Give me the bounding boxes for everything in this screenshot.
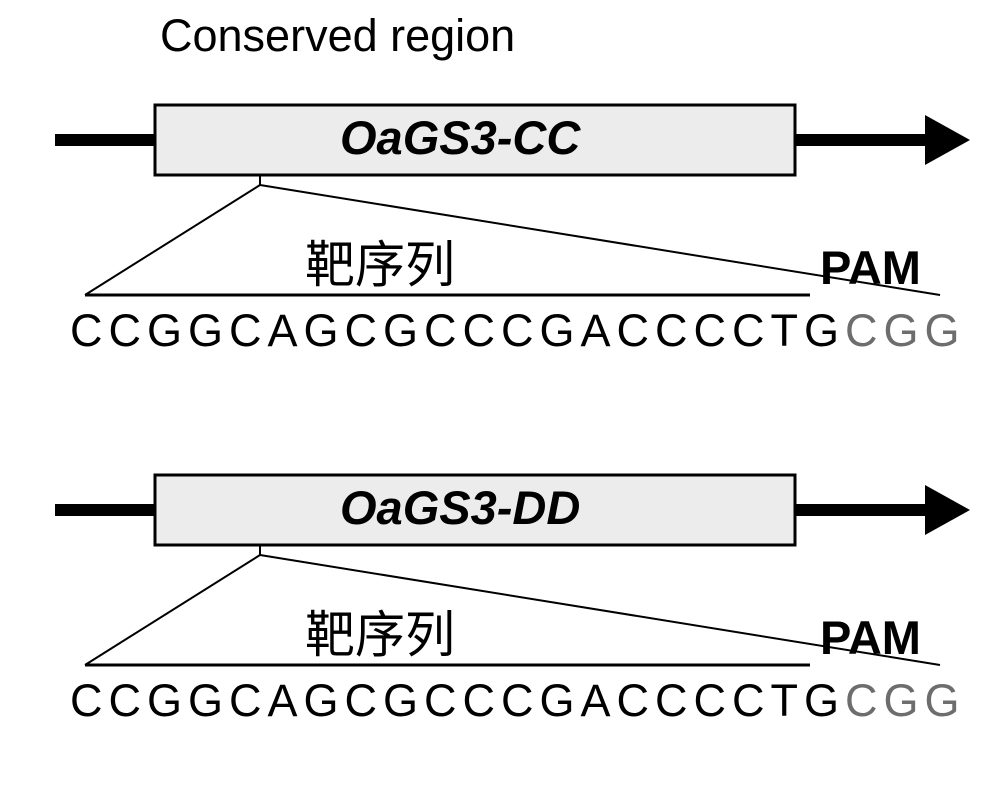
gene-dd-sequence: CCGGCAGCGCCCGACCCCTGCGG bbox=[70, 675, 966, 727]
gene-dd-target-seq: CCGGCAGCGCCCGACCCCTG bbox=[70, 675, 845, 726]
gene-cc-pam-label: PAM bbox=[820, 240, 921, 295]
gene-cc-target-label: 靶序列 bbox=[305, 225, 455, 297]
gene-cc-pam-seq: CGG bbox=[845, 305, 966, 356]
diagram-canvas: Conserved region OaGS3-CC 靶序列 PAM CCGGCA… bbox=[0, 0, 1000, 785]
gene-cc-label: OaGS3-CC bbox=[340, 110, 580, 165]
gene-dd-target-label: 靶序列 bbox=[305, 595, 455, 667]
gene-dd-pam-seq: CGG bbox=[845, 675, 966, 726]
gene-cc-sequence: CCGGCAGCGCCCGACCCCTGCGG bbox=[70, 305, 966, 357]
gene-dd-label: OaGS3-DD bbox=[340, 480, 580, 535]
gene-cc-target-seq: CCGGCAGCGCCCGACCCCTG bbox=[70, 305, 845, 356]
gene-dd-pam-label: PAM bbox=[820, 610, 921, 665]
